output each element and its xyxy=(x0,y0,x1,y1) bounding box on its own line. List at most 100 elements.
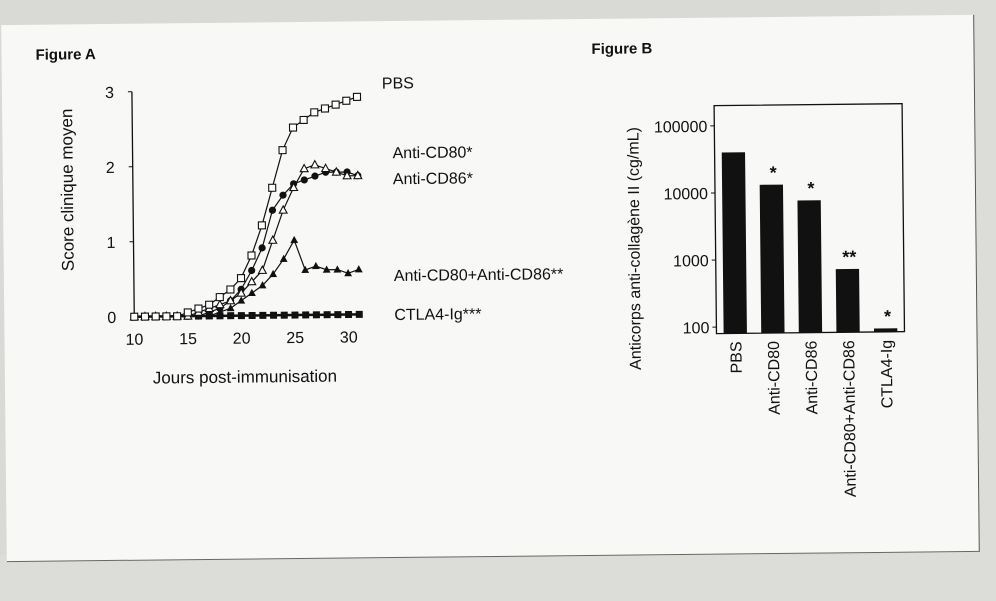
bar xyxy=(759,184,785,334)
data-point xyxy=(247,251,256,260)
data-point xyxy=(227,312,235,320)
data-point xyxy=(300,176,308,184)
data-point xyxy=(226,285,235,294)
x-axis-title: Jours post-immunisation xyxy=(153,367,337,388)
data-point xyxy=(194,304,203,313)
significance-label: ** xyxy=(842,247,856,267)
data-point xyxy=(215,299,225,309)
y-axis-line xyxy=(131,91,135,317)
series-line xyxy=(134,96,358,318)
data-point xyxy=(205,300,214,309)
data-point xyxy=(312,261,320,270)
data-point xyxy=(345,310,353,319)
series-label: CTLA4-Ig*** xyxy=(394,306,481,324)
figure-a-caption: Figure A xyxy=(35,46,96,64)
bar xyxy=(797,200,823,333)
y-tick-label: 0 xyxy=(107,310,116,327)
data-point xyxy=(331,166,342,176)
data-point xyxy=(278,146,287,155)
data-point xyxy=(342,96,351,105)
data-point xyxy=(173,312,182,321)
data-point xyxy=(248,288,256,297)
data-point xyxy=(259,311,267,319)
series-label: Anti-CD86* xyxy=(393,170,473,188)
data-point xyxy=(354,265,363,273)
data-point xyxy=(342,170,352,180)
series-0 xyxy=(130,92,362,321)
data-point xyxy=(320,163,331,173)
series-line xyxy=(134,171,359,318)
data-point xyxy=(323,311,331,319)
data-point xyxy=(162,312,171,321)
bar xyxy=(721,152,747,334)
series-line xyxy=(134,164,358,318)
data-point xyxy=(344,269,353,277)
data-point xyxy=(258,244,266,252)
data-point xyxy=(334,311,342,319)
series-1 xyxy=(129,159,363,321)
x-tick-label: Anti-CD80 xyxy=(766,341,784,415)
data-point xyxy=(279,191,287,199)
data-point xyxy=(236,287,247,297)
significance-label: * xyxy=(884,306,891,326)
data-point xyxy=(226,304,235,312)
y-axis-title: Anticorps anti-collagène II (cg/mL) xyxy=(625,127,645,370)
x-tick-label: 15 xyxy=(179,331,197,348)
data-point xyxy=(267,234,278,244)
data-point xyxy=(299,163,310,173)
data-point xyxy=(246,276,257,286)
data-point xyxy=(280,311,288,319)
data-point xyxy=(352,92,362,101)
data-point xyxy=(140,312,150,321)
data-point xyxy=(333,265,342,273)
data-point xyxy=(236,274,246,283)
data-point xyxy=(151,312,160,321)
series-label: Anti-CD80* xyxy=(392,144,472,162)
data-point xyxy=(312,311,320,319)
data-point xyxy=(237,312,245,320)
data-point xyxy=(299,115,308,125)
series-3 xyxy=(130,235,363,320)
figure-b-caption: Figure B xyxy=(591,40,653,58)
y-tick-label: 1000 xyxy=(673,253,709,270)
data-point xyxy=(310,159,320,169)
y-axis-title: Score clinique moyen xyxy=(57,109,78,272)
data-point xyxy=(311,172,319,180)
x-tick-label: CTLA4-Ig xyxy=(879,340,897,409)
data-point xyxy=(322,265,331,273)
significance-label: * xyxy=(770,163,777,183)
y-tick-label: 3 xyxy=(105,85,114,102)
y-tick-label: 100 xyxy=(683,320,710,337)
y-tick-label: 2 xyxy=(106,160,115,177)
data-point xyxy=(270,311,278,319)
y-tick-label: 10000 xyxy=(663,186,708,203)
bar xyxy=(835,268,860,333)
figure-a-chart: 0 1 2 3 10 15 20 25 30 Jours post-immunisation Sco… xyxy=(57,75,564,388)
figure-b-chart: 100 1000 10000 100000 Anticorps anti-collagè… xyxy=(625,103,906,497)
background-band xyxy=(0,555,996,601)
series-label: Anti-CD80+Anti-CD86** xyxy=(394,266,564,285)
data-point xyxy=(257,265,268,274)
x-tick-label: Anti-CD80+Anti-CD86 xyxy=(841,340,860,497)
data-point xyxy=(355,310,363,318)
x-tick-label: 30 xyxy=(340,329,358,346)
data-point xyxy=(257,221,266,230)
data-point xyxy=(258,281,267,289)
y-tick-label: 100000 xyxy=(654,119,708,137)
data-point xyxy=(215,292,224,302)
data-point xyxy=(248,311,256,320)
data-point xyxy=(248,266,256,275)
data-point xyxy=(301,265,310,273)
data-point xyxy=(302,311,310,319)
data-point xyxy=(288,123,298,132)
significance-label: * xyxy=(807,178,814,198)
data-point xyxy=(268,183,277,192)
x-tick-label: PBS xyxy=(728,341,745,373)
data-point xyxy=(268,206,277,214)
data-point xyxy=(291,311,299,319)
series-label: PBS xyxy=(382,75,414,92)
figure-card: Figure A Figure B 0 1 2 3 10 15 20 25 30 Jours po… xyxy=(1,14,980,563)
data-point xyxy=(269,269,278,278)
y-tick-label: 1 xyxy=(107,235,116,252)
data-point xyxy=(353,170,363,180)
